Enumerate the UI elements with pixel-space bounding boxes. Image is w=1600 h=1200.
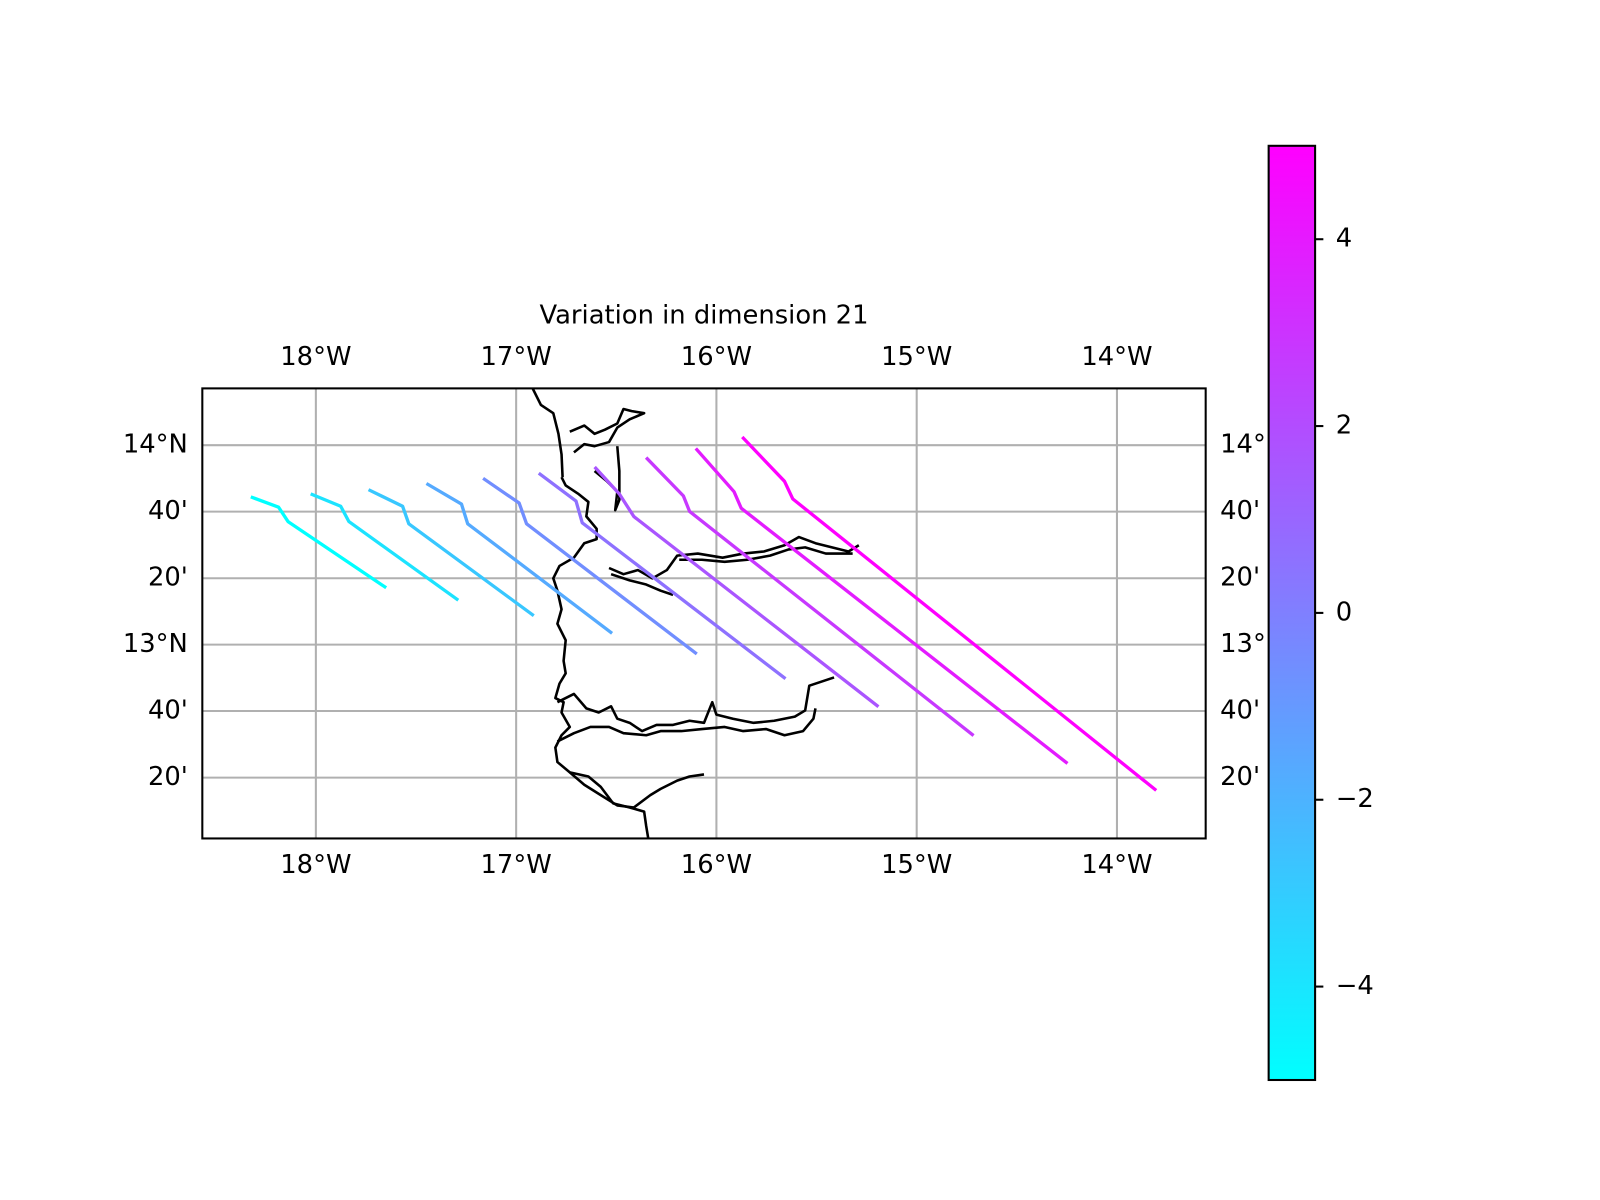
x-tick-label-bottom: 14°W — [1081, 850, 1152, 880]
x-tick-label-top: 18°W — [280, 342, 351, 372]
colorbar-tick-label: 2 — [1336, 411, 1352, 441]
trajectory — [367, 488, 535, 618]
x-tick-label-bottom: 16°W — [681, 850, 752, 880]
trajectory — [250, 495, 388, 590]
x-tick-label-bottom: 18°W — [280, 850, 351, 880]
right-tick-labels: 14°N 40' 20' 13°N 40' 20' — [1220, 430, 1285, 792]
chart-title: Variation in dimension 21 — [539, 301, 868, 331]
coast-main — [531, 388, 650, 839]
colorbar-tick-label: −2 — [1336, 784, 1374, 814]
gridlines — [202, 388, 1206, 839]
coast-south — [568, 771, 705, 809]
coast-north-inlet — [569, 407, 646, 454]
colorbar-ticks: −4 −2 0 2 4 — [1315, 224, 1374, 1001]
y-tick-label-right: 14°N — [1220, 430, 1285, 460]
tick-labels: 18°W 18°W 17°W 17°W 16°W 16°W 15°W 15°W 14°W 14°W… — [123, 342, 1153, 880]
trajectory — [741, 435, 1158, 792]
trajectory — [482, 476, 698, 656]
y-tick-label-right: 13°N — [1220, 629, 1285, 659]
y-tick-label-right: 20' — [1220, 563, 1260, 593]
x-tick-label-top: 14°W — [1081, 342, 1152, 372]
trajectories — [250, 435, 1158, 792]
y-tick-label-left: 13°N — [123, 629, 188, 659]
x-tick-label-bottom: 15°W — [881, 850, 952, 880]
trajectory — [537, 471, 787, 681]
trajectory — [310, 492, 460, 602]
colorbar-tick-label: 0 — [1336, 597, 1352, 627]
coast-gambia — [556, 676, 835, 743]
coastline — [531, 388, 860, 839]
x-tick-label-top: 15°W — [881, 342, 952, 372]
y-tick-label-right: 40' — [1220, 496, 1260, 526]
trajectory — [644, 456, 975, 737]
y-tick-label-right: 20' — [1220, 762, 1260, 792]
y-tick-label-left: 14°N — [123, 430, 188, 460]
x-tick-label-top: 16°W — [681, 342, 752, 372]
coast-saloum — [608, 535, 860, 597]
trajectory — [694, 447, 1069, 765]
y-tick-label-left: 40' — [148, 496, 188, 526]
trajectory — [425, 482, 614, 635]
y-tick-label-left: 20' — [148, 563, 188, 593]
colorbar-tick-label: 4 — [1336, 224, 1352, 254]
x-tick-label-bottom: 17°W — [481, 850, 552, 880]
x-tick-label-top: 17°W — [481, 342, 552, 372]
y-tick-label-right: 40' — [1220, 696, 1260, 726]
y-tick-label-left: 40' — [148, 696, 188, 726]
y-tick-label-left: 20' — [148, 762, 188, 792]
colorbar — [1267, 144, 1317, 1082]
colorbar-tick-label: −4 — [1336, 971, 1374, 1001]
plot-frame — [201, 387, 1207, 840]
trajectory — [593, 465, 880, 708]
